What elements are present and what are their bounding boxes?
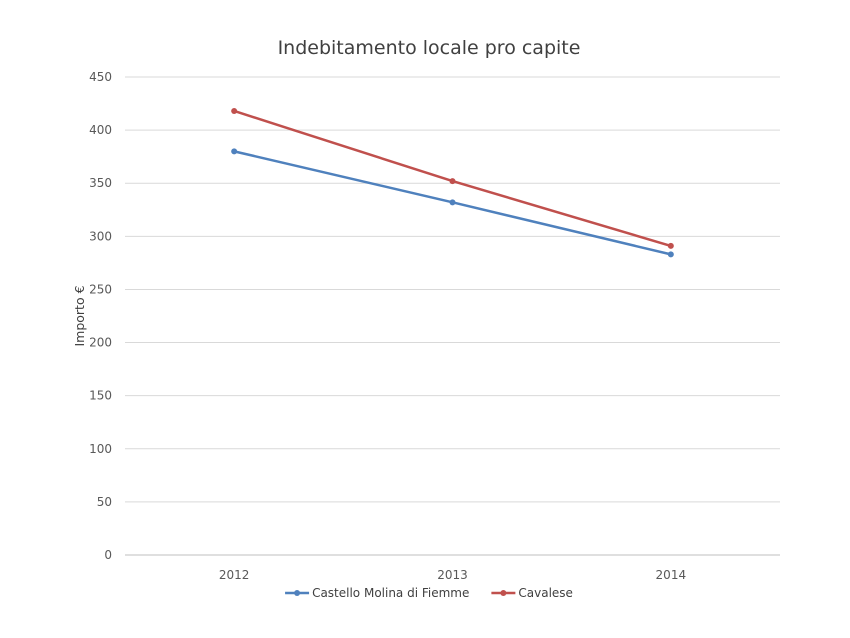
legend-label: Castello Molina di Fiemme (312, 586, 469, 600)
data-point (449, 178, 456, 185)
series-2 (231, 107, 674, 249)
legend-item: Cavalese (491, 586, 573, 600)
data-point (667, 251, 674, 258)
y-tick-label: 350 (89, 176, 112, 190)
legend-swatch-marker (500, 590, 507, 596)
data-point (449, 199, 456, 206)
legend-label: Cavalese (518, 586, 573, 600)
y-tick-label: 450 (89, 70, 112, 84)
y-tick-label: 400 (89, 123, 112, 137)
y-tick-label: 50 (97, 495, 112, 509)
chart-title: Indebitamento locale pro capite (278, 37, 581, 59)
y-tick-label: 0 (104, 548, 112, 562)
data-point (667, 242, 674, 249)
y-tick-label: 250 (89, 282, 112, 296)
legend-item: Castello Molina di Fiemme (285, 586, 469, 600)
y-tick-label: 300 (89, 229, 112, 243)
y-tick-label: 150 (89, 389, 112, 403)
x-tick-label: 2012 (219, 568, 250, 582)
y-tick-label: 100 (89, 442, 112, 456)
data-point (231, 148, 238, 155)
y-axis-title: Importo € (72, 285, 87, 346)
gridlines (125, 76, 780, 556)
series-lines (231, 107, 674, 258)
series-1 (231, 148, 674, 258)
x-tick-label: 2014 (656, 568, 687, 582)
legend: Castello Molina di Fiemme Cavalese (285, 586, 573, 600)
x-tick-label: 2013 (437, 568, 468, 582)
data-point (231, 107, 238, 114)
x-axis-ticks: 2012 2013 2014 (219, 568, 686, 582)
y-tick-label: 200 (89, 336, 112, 350)
legend-swatch-marker (294, 590, 301, 596)
y-axis-ticks: 0 50 100 150 200 250 300 350 400 450 (89, 70, 112, 562)
